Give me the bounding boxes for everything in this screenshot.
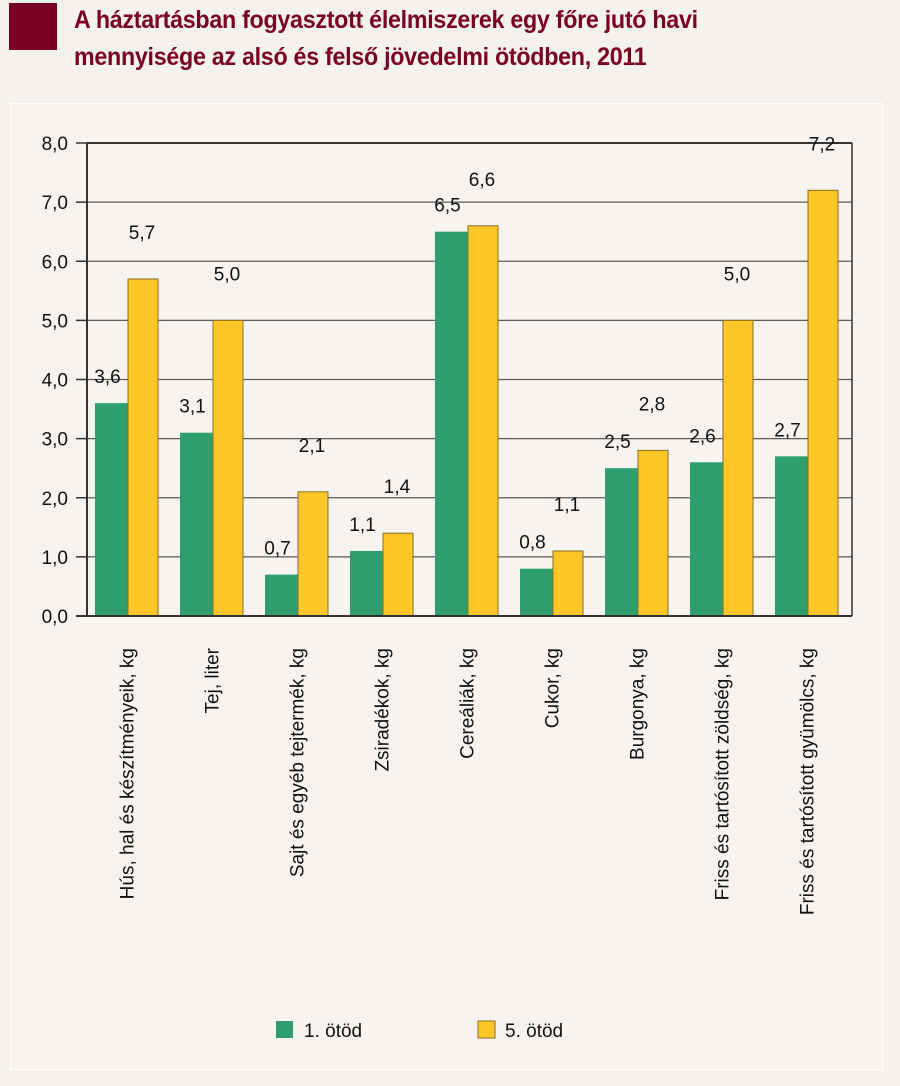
chart-title-line-1: A háztartásban fogyasztott élelmiszerek … bbox=[74, 6, 698, 34]
data-label-series-2: 5,0 bbox=[214, 264, 240, 285]
bar-series-1 bbox=[520, 568, 553, 616]
data-label-series-1: 2,6 bbox=[689, 426, 715, 447]
data-label-series-1: 6,5 bbox=[434, 196, 460, 217]
legend-label-series-1: 1. ötöd bbox=[304, 1021, 362, 1042]
data-labels: 3,6 5,7 3,1 5,0 0,7 2,1 1,1 1,4 6,5 6,6 0,8 1,1 2,5 2… bbox=[94, 134, 835, 559]
data-label-series-1: 0,7 bbox=[264, 539, 290, 560]
bar-series-2 bbox=[297, 491, 329, 617]
bar-series-2 bbox=[467, 225, 499, 617]
data-label-series-2: 1,4 bbox=[384, 477, 411, 498]
bar-series-2 bbox=[127, 278, 159, 617]
data-label-series-2: 2,8 bbox=[639, 394, 665, 415]
data-label-series-2: 5,7 bbox=[129, 223, 155, 244]
chart-title: A háztartásban fogyasztott élelmiszerek … bbox=[74, 2, 837, 76]
y-tick-label: 8,0 bbox=[42, 134, 68, 155]
bar-series-1 bbox=[265, 574, 298, 616]
data-label-series-2: 2,1 bbox=[299, 436, 325, 457]
bar-series-1 bbox=[690, 462, 723, 616]
bar-series-2 bbox=[212, 319, 244, 617]
data-label-series-2: 6,6 bbox=[469, 170, 495, 191]
x-category-label: Sajt és egyéb tejtermék, kg bbox=[288, 648, 309, 877]
bar-series-1 bbox=[95, 403, 128, 616]
data-label-series-1: 1,1 bbox=[349, 515, 375, 536]
bar-series-1 bbox=[180, 432, 213, 616]
bar-series-1 bbox=[605, 468, 638, 616]
x-category-label: Tej, liter bbox=[203, 647, 224, 713]
data-label-series-2: 1,1 bbox=[554, 495, 580, 516]
data-label-series-1: 3,6 bbox=[94, 367, 120, 388]
y-axis-tick-labels: 0,0 1,0 2,0 3,0 4,0 5,0 6,0 7,0 8,0 bbox=[42, 134, 68, 628]
y-tick-label: 4,0 bbox=[42, 371, 68, 392]
chart-title-line-2: mennyisége az alsó és felső jövedelmi öt… bbox=[74, 43, 647, 71]
title-marker-square bbox=[9, 3, 57, 50]
y-tick-label: 3,0 bbox=[42, 430, 68, 451]
data-label-series-1: 3,1 bbox=[179, 397, 205, 418]
legend-swatch-series-2 bbox=[477, 1020, 496, 1039]
data-label-series-2: 5,0 bbox=[724, 264, 750, 285]
bar-series-2 bbox=[552, 550, 584, 617]
y-tick-label: 6,0 bbox=[42, 252, 68, 273]
bars bbox=[95, 189, 839, 617]
bar-series-2 bbox=[807, 189, 839, 617]
y-tick-label: 2,0 bbox=[42, 489, 68, 510]
y-tick-label: 1,0 bbox=[42, 548, 68, 569]
x-category-label: Cereáliák, kg bbox=[458, 648, 479, 759]
bar-series-1 bbox=[350, 550, 383, 616]
legend-label-series-2: 5. ötöd bbox=[505, 1021, 563, 1042]
x-category-label: Friss és tartósított zöldség, kg bbox=[713, 648, 734, 900]
bar-series-2 bbox=[637, 449, 669, 617]
x-category-label: Friss és tartósított gyümölcs, kg bbox=[798, 648, 819, 915]
x-axis-category-labels: Hús, hal és készítményeik, kg Tej, liter S… bbox=[118, 647, 819, 915]
data-label-series-1: 2,7 bbox=[774, 420, 800, 441]
data-label-series-1: 2,5 bbox=[604, 432, 630, 453]
legend-swatch-series-1 bbox=[276, 1021, 293, 1038]
x-category-label: Hús, hal és készítményeik, kg bbox=[118, 648, 139, 899]
bar-series-1 bbox=[435, 231, 468, 616]
data-label-series-1: 0,8 bbox=[519, 533, 545, 554]
y-tick-label: 5,0 bbox=[42, 311, 68, 332]
y-tick-label: 0,0 bbox=[42, 607, 68, 628]
x-category-label: Burgonya, kg bbox=[628, 648, 649, 760]
y-tick-label: 7,0 bbox=[42, 193, 68, 214]
bar-series-2 bbox=[722, 319, 754, 617]
legend: 1. ötöd 5. ötöd bbox=[276, 1020, 563, 1042]
x-category-label: Cukor, kg bbox=[543, 648, 564, 728]
bar-series-1 bbox=[775, 456, 808, 616]
x-category-label: Zsiradékok, kg bbox=[373, 648, 394, 772]
axes bbox=[76, 142, 853, 617]
data-label-series-2: 7,2 bbox=[809, 134, 835, 155]
bar-series-2 bbox=[382, 532, 414, 617]
